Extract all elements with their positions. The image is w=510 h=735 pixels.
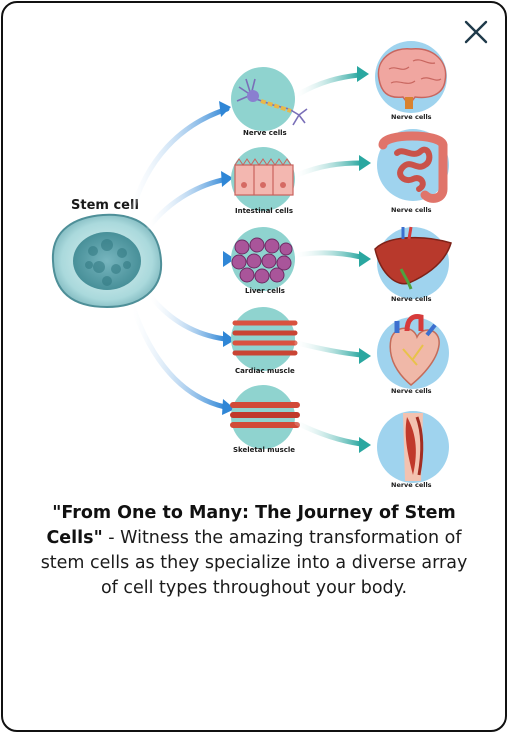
close-icon [464,20,488,44]
cell-label-skeletal: Skeletal muscle [233,446,295,454]
intestine-tissue-icon [234,164,294,196]
close-button[interactable] [461,17,491,47]
cell-label-liver: Liver cells [245,287,285,295]
intestine-icon [378,131,448,203]
skeletal-muscle-item: Skeletal muscle [230,385,300,454]
nerve-cell-item: Nerve cells [231,67,308,137]
stem-to-cell-arrows [128,101,235,415]
cell-label-nerve: Nerve cells [243,129,287,137]
organs-column: Nerve cells Nerve cells Nerve cells [374,41,452,489]
cell-types-column: Nerve cells Intestinal cells [230,67,308,454]
stem-cell-differentiation-illustration: Stem cell [51,41,452,489]
caption-title: "From One to Many: The Journey of Stem C… [46,503,456,548]
intestinal-cell-item: Intestinal cells [231,147,295,215]
liver-cell-item: Liver cells [231,227,295,295]
caption-body: - Witness the amazing transformation of … [40,528,468,598]
cardiac-muscle-icon [232,320,298,356]
organ-label-liver: Nerve cells [391,295,432,303]
cell-label-intestinal: Intestinal cells [235,207,293,215]
intestine-organ-item: Nerve cells [377,129,449,214]
liver-organ-item: Nerve cells [374,226,452,303]
cardiac-muscle-item: Cardiac muscle [231,307,298,375]
caption-text: "From One to Many: The Journey of Stem C… [33,501,475,601]
organ-label-intestine: Nerve cells [391,206,432,214]
skeletal-muscle-icon [230,402,300,428]
heart-organ-item: Nerve cells [377,314,449,395]
liver-cells-icon [231,237,293,284]
organ-label-muscle: Nerve cells [391,481,432,489]
organ-label-heart: Nerve cells [391,387,432,395]
stem-cell-nucleus [73,232,141,290]
stem-cell-label: Stem cell [71,198,139,213]
organ-label-brain: Nerve cells [391,113,432,121]
stem-cell-group: Stem cell [51,198,163,309]
brain-organ-item: Nerve cells [375,41,447,121]
muscle-organ-item: Nerve cells [377,411,449,489]
cell-label-cardiac: Cardiac muscle [235,367,295,375]
cell-to-organ-arrows [294,66,371,453]
